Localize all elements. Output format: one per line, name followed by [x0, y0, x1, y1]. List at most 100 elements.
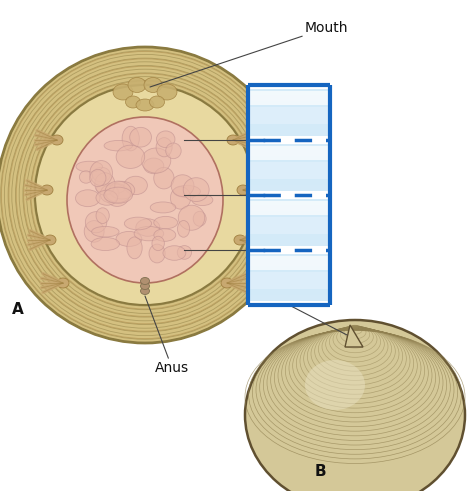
Bar — [248, 277, 330, 283]
Ellipse shape — [116, 145, 145, 168]
Bar — [248, 89, 330, 95]
Bar — [248, 254, 330, 301]
Ellipse shape — [237, 185, 249, 195]
Bar — [248, 173, 330, 179]
Bar — [248, 101, 330, 107]
Ellipse shape — [152, 236, 164, 250]
Bar — [248, 199, 330, 246]
Ellipse shape — [122, 126, 139, 151]
Ellipse shape — [150, 202, 176, 213]
Bar — [248, 283, 330, 289]
Bar — [248, 266, 330, 272]
Ellipse shape — [84, 220, 104, 242]
Bar — [248, 118, 330, 124]
Ellipse shape — [134, 226, 164, 241]
Ellipse shape — [136, 219, 160, 236]
Ellipse shape — [140, 277, 149, 284]
Bar — [248, 162, 330, 167]
Bar — [248, 89, 330, 136]
Ellipse shape — [154, 229, 176, 242]
Bar — [248, 130, 330, 136]
Ellipse shape — [234, 235, 246, 245]
Bar — [248, 144, 330, 150]
Ellipse shape — [183, 178, 209, 201]
Bar — [248, 217, 330, 222]
Bar — [248, 146, 330, 161]
Ellipse shape — [130, 127, 152, 147]
Bar — [248, 205, 330, 211]
Bar — [248, 112, 330, 118]
Ellipse shape — [91, 226, 119, 237]
Ellipse shape — [96, 208, 109, 223]
Bar — [248, 211, 330, 217]
Ellipse shape — [124, 217, 152, 230]
Bar — [248, 260, 330, 266]
Ellipse shape — [140, 282, 149, 290]
Bar — [248, 150, 330, 156]
Bar — [248, 272, 330, 277]
Bar — [248, 256, 330, 271]
Ellipse shape — [96, 184, 125, 194]
Bar — [248, 201, 330, 216]
Ellipse shape — [144, 78, 162, 92]
Ellipse shape — [227, 135, 239, 145]
Text: A: A — [12, 302, 24, 318]
Ellipse shape — [157, 84, 177, 100]
Ellipse shape — [90, 169, 106, 187]
Ellipse shape — [305, 360, 365, 410]
Ellipse shape — [144, 158, 164, 174]
Bar — [248, 185, 330, 191]
Bar — [248, 91, 330, 106]
Ellipse shape — [126, 96, 140, 108]
Ellipse shape — [80, 171, 92, 183]
Ellipse shape — [177, 246, 191, 259]
Bar — [248, 85, 330, 305]
Ellipse shape — [67, 117, 223, 283]
Bar — [248, 156, 330, 162]
Ellipse shape — [193, 211, 206, 226]
Polygon shape — [345, 325, 363, 347]
Ellipse shape — [96, 190, 118, 205]
Ellipse shape — [75, 190, 100, 207]
Ellipse shape — [149, 244, 165, 263]
Bar — [248, 228, 330, 234]
Ellipse shape — [140, 288, 149, 295]
Ellipse shape — [35, 85, 255, 305]
Ellipse shape — [245, 320, 465, 491]
Ellipse shape — [95, 173, 115, 195]
Bar — [248, 222, 330, 228]
Bar — [248, 240, 330, 246]
Bar — [248, 167, 330, 173]
Text: Mouth: Mouth — [150, 21, 348, 87]
Ellipse shape — [109, 181, 135, 199]
Ellipse shape — [51, 135, 63, 145]
Ellipse shape — [44, 235, 56, 245]
Bar — [248, 199, 330, 205]
Ellipse shape — [136, 99, 154, 111]
Ellipse shape — [124, 176, 147, 194]
Ellipse shape — [156, 131, 175, 148]
Text: Anus: Anus — [145, 296, 189, 375]
Ellipse shape — [104, 140, 132, 151]
Bar — [248, 234, 330, 240]
Ellipse shape — [156, 137, 172, 157]
Bar — [248, 179, 330, 185]
Ellipse shape — [100, 185, 119, 203]
Ellipse shape — [104, 187, 132, 203]
Ellipse shape — [177, 220, 190, 237]
Ellipse shape — [166, 143, 181, 159]
Text: B: B — [314, 464, 326, 480]
Ellipse shape — [178, 205, 205, 230]
Ellipse shape — [0, 47, 293, 343]
Ellipse shape — [163, 246, 186, 260]
Ellipse shape — [90, 161, 112, 186]
Ellipse shape — [128, 78, 146, 92]
Ellipse shape — [154, 217, 178, 229]
Ellipse shape — [85, 212, 107, 233]
Ellipse shape — [92, 167, 110, 182]
Bar — [248, 289, 330, 295]
Bar — [248, 295, 330, 301]
Ellipse shape — [116, 231, 142, 246]
Bar — [248, 124, 330, 130]
Ellipse shape — [127, 237, 142, 259]
